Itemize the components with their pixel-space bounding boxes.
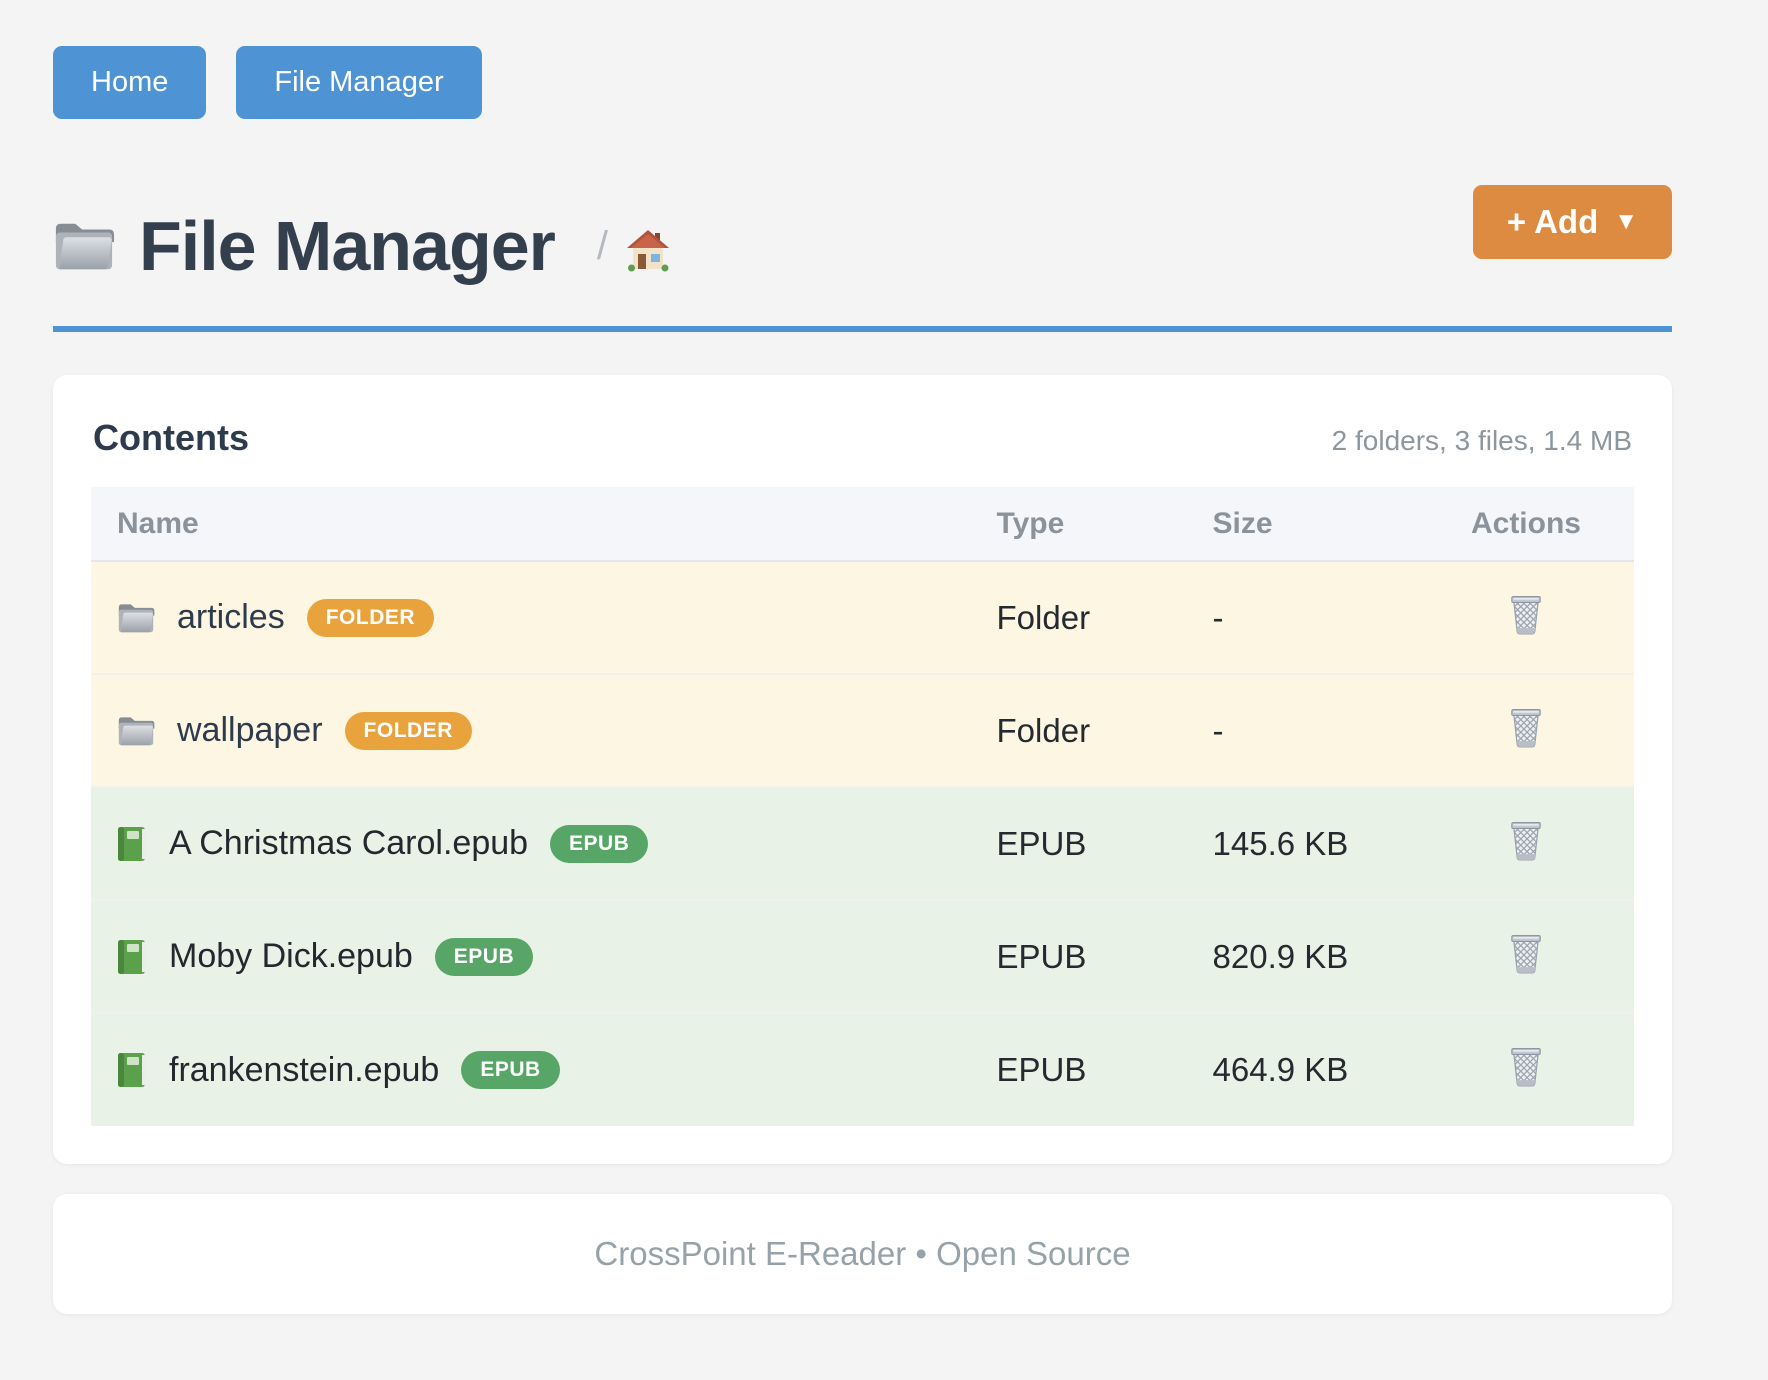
- house-icon[interactable]: [626, 228, 670, 272]
- column-header-size: Size: [1187, 487, 1418, 561]
- files-table: Name Type Size Actions: [91, 487, 1634, 1126]
- page: Home File Manager File Manager /: [53, 0, 1672, 1314]
- type-badge: EPUB: [435, 938, 533, 976]
- file-type: EPUB: [971, 1013, 1187, 1126]
- file-size: 820.9 KB: [1187, 900, 1418, 1013]
- table-row[interactable]: A Christmas Carol.epub EPUB EPUB 145.6 K…: [91, 787, 1634, 900]
- delete-button[interactable]: [1506, 1044, 1546, 1090]
- file-name[interactable]: frankenstein.epub: [169, 1051, 439, 1090]
- nav-home-button[interactable]: Home: [53, 46, 206, 119]
- trash-icon: [1508, 594, 1544, 636]
- breadcrumb-separator: /: [597, 224, 608, 269]
- file-name[interactable]: wallpaper: [177, 711, 323, 750]
- add-button-label: + Add: [1507, 203, 1598, 241]
- column-header-type: Type: [971, 487, 1187, 561]
- file-size: -: [1187, 674, 1418, 787]
- delete-button[interactable]: [1506, 818, 1546, 864]
- trash-icon: [1508, 820, 1544, 862]
- type-badge: EPUB: [550, 825, 648, 863]
- table-row[interactable]: articles FOLDER Folder -: [91, 561, 1634, 674]
- file-type: Folder: [971, 561, 1187, 674]
- files-table-header: Name Type Size Actions: [91, 487, 1634, 561]
- delete-button[interactable]: [1506, 592, 1546, 638]
- green-book-icon: [117, 939, 147, 975]
- table-row[interactable]: wallpaper FOLDER Folder -: [91, 674, 1634, 787]
- trash-icon: [1508, 1046, 1544, 1088]
- header-divider: [53, 326, 1672, 332]
- top-nav: Home File Manager: [53, 46, 1672, 119]
- green-book-icon: [117, 1052, 147, 1088]
- trash-icon: [1508, 933, 1544, 975]
- file-size: -: [1187, 561, 1418, 674]
- contents-heading: Contents: [93, 417, 249, 459]
- page-header: File Manager / + Add ▼: [53, 199, 1672, 293]
- file-size: 145.6 KB: [1187, 787, 1418, 900]
- green-book-icon: [117, 826, 147, 862]
- file-type: EPUB: [971, 787, 1187, 900]
- add-button[interactable]: + Add ▼: [1473, 185, 1672, 259]
- contents-card-header: Contents 2 folders, 3 files, 1.4 MB: [91, 413, 1634, 459]
- nav-file-manager-button[interactable]: File Manager: [236, 46, 481, 119]
- folder-icon: [117, 715, 155, 747]
- footer-text: CrossPoint E-Reader • Open Source: [594, 1235, 1130, 1273]
- type-badge: EPUB: [461, 1051, 559, 1089]
- file-type: EPUB: [971, 900, 1187, 1013]
- contents-card: Contents 2 folders, 3 files, 1.4 MB Name…: [53, 375, 1672, 1164]
- folder-icon: [117, 602, 155, 634]
- file-type: Folder: [971, 674, 1187, 787]
- delete-button[interactable]: [1506, 705, 1546, 751]
- chevron-down-icon: ▼: [1614, 208, 1638, 236]
- title-group: File Manager /: [53, 211, 670, 281]
- column-header-actions: Actions: [1418, 487, 1634, 561]
- file-name[interactable]: Moby Dick.epub: [169, 937, 413, 976]
- table-body: articles FOLDER Folder -: [91, 561, 1634, 1126]
- page-title: File Manager: [139, 211, 555, 281]
- trash-icon: [1508, 707, 1544, 749]
- file-size: 464.9 KB: [1187, 1013, 1418, 1126]
- footer-card: CrossPoint E-Reader • Open Source: [53, 1194, 1672, 1314]
- contents-summary: 2 folders, 3 files, 1.4 MB: [1332, 425, 1632, 457]
- file-name[interactable]: A Christmas Carol.epub: [169, 824, 528, 863]
- table-row[interactable]: frankenstein.epub EPUB EPUB 464.9 KB: [91, 1013, 1634, 1126]
- delete-button[interactable]: [1506, 931, 1546, 977]
- file-name[interactable]: articles: [177, 598, 285, 637]
- table-row[interactable]: Moby Dick.epub EPUB EPUB 820.9 KB: [91, 900, 1634, 1013]
- folder-icon: [53, 219, 115, 273]
- type-badge: FOLDER: [307, 599, 434, 637]
- type-badge: FOLDER: [345, 712, 472, 750]
- column-header-name: Name: [91, 487, 971, 561]
